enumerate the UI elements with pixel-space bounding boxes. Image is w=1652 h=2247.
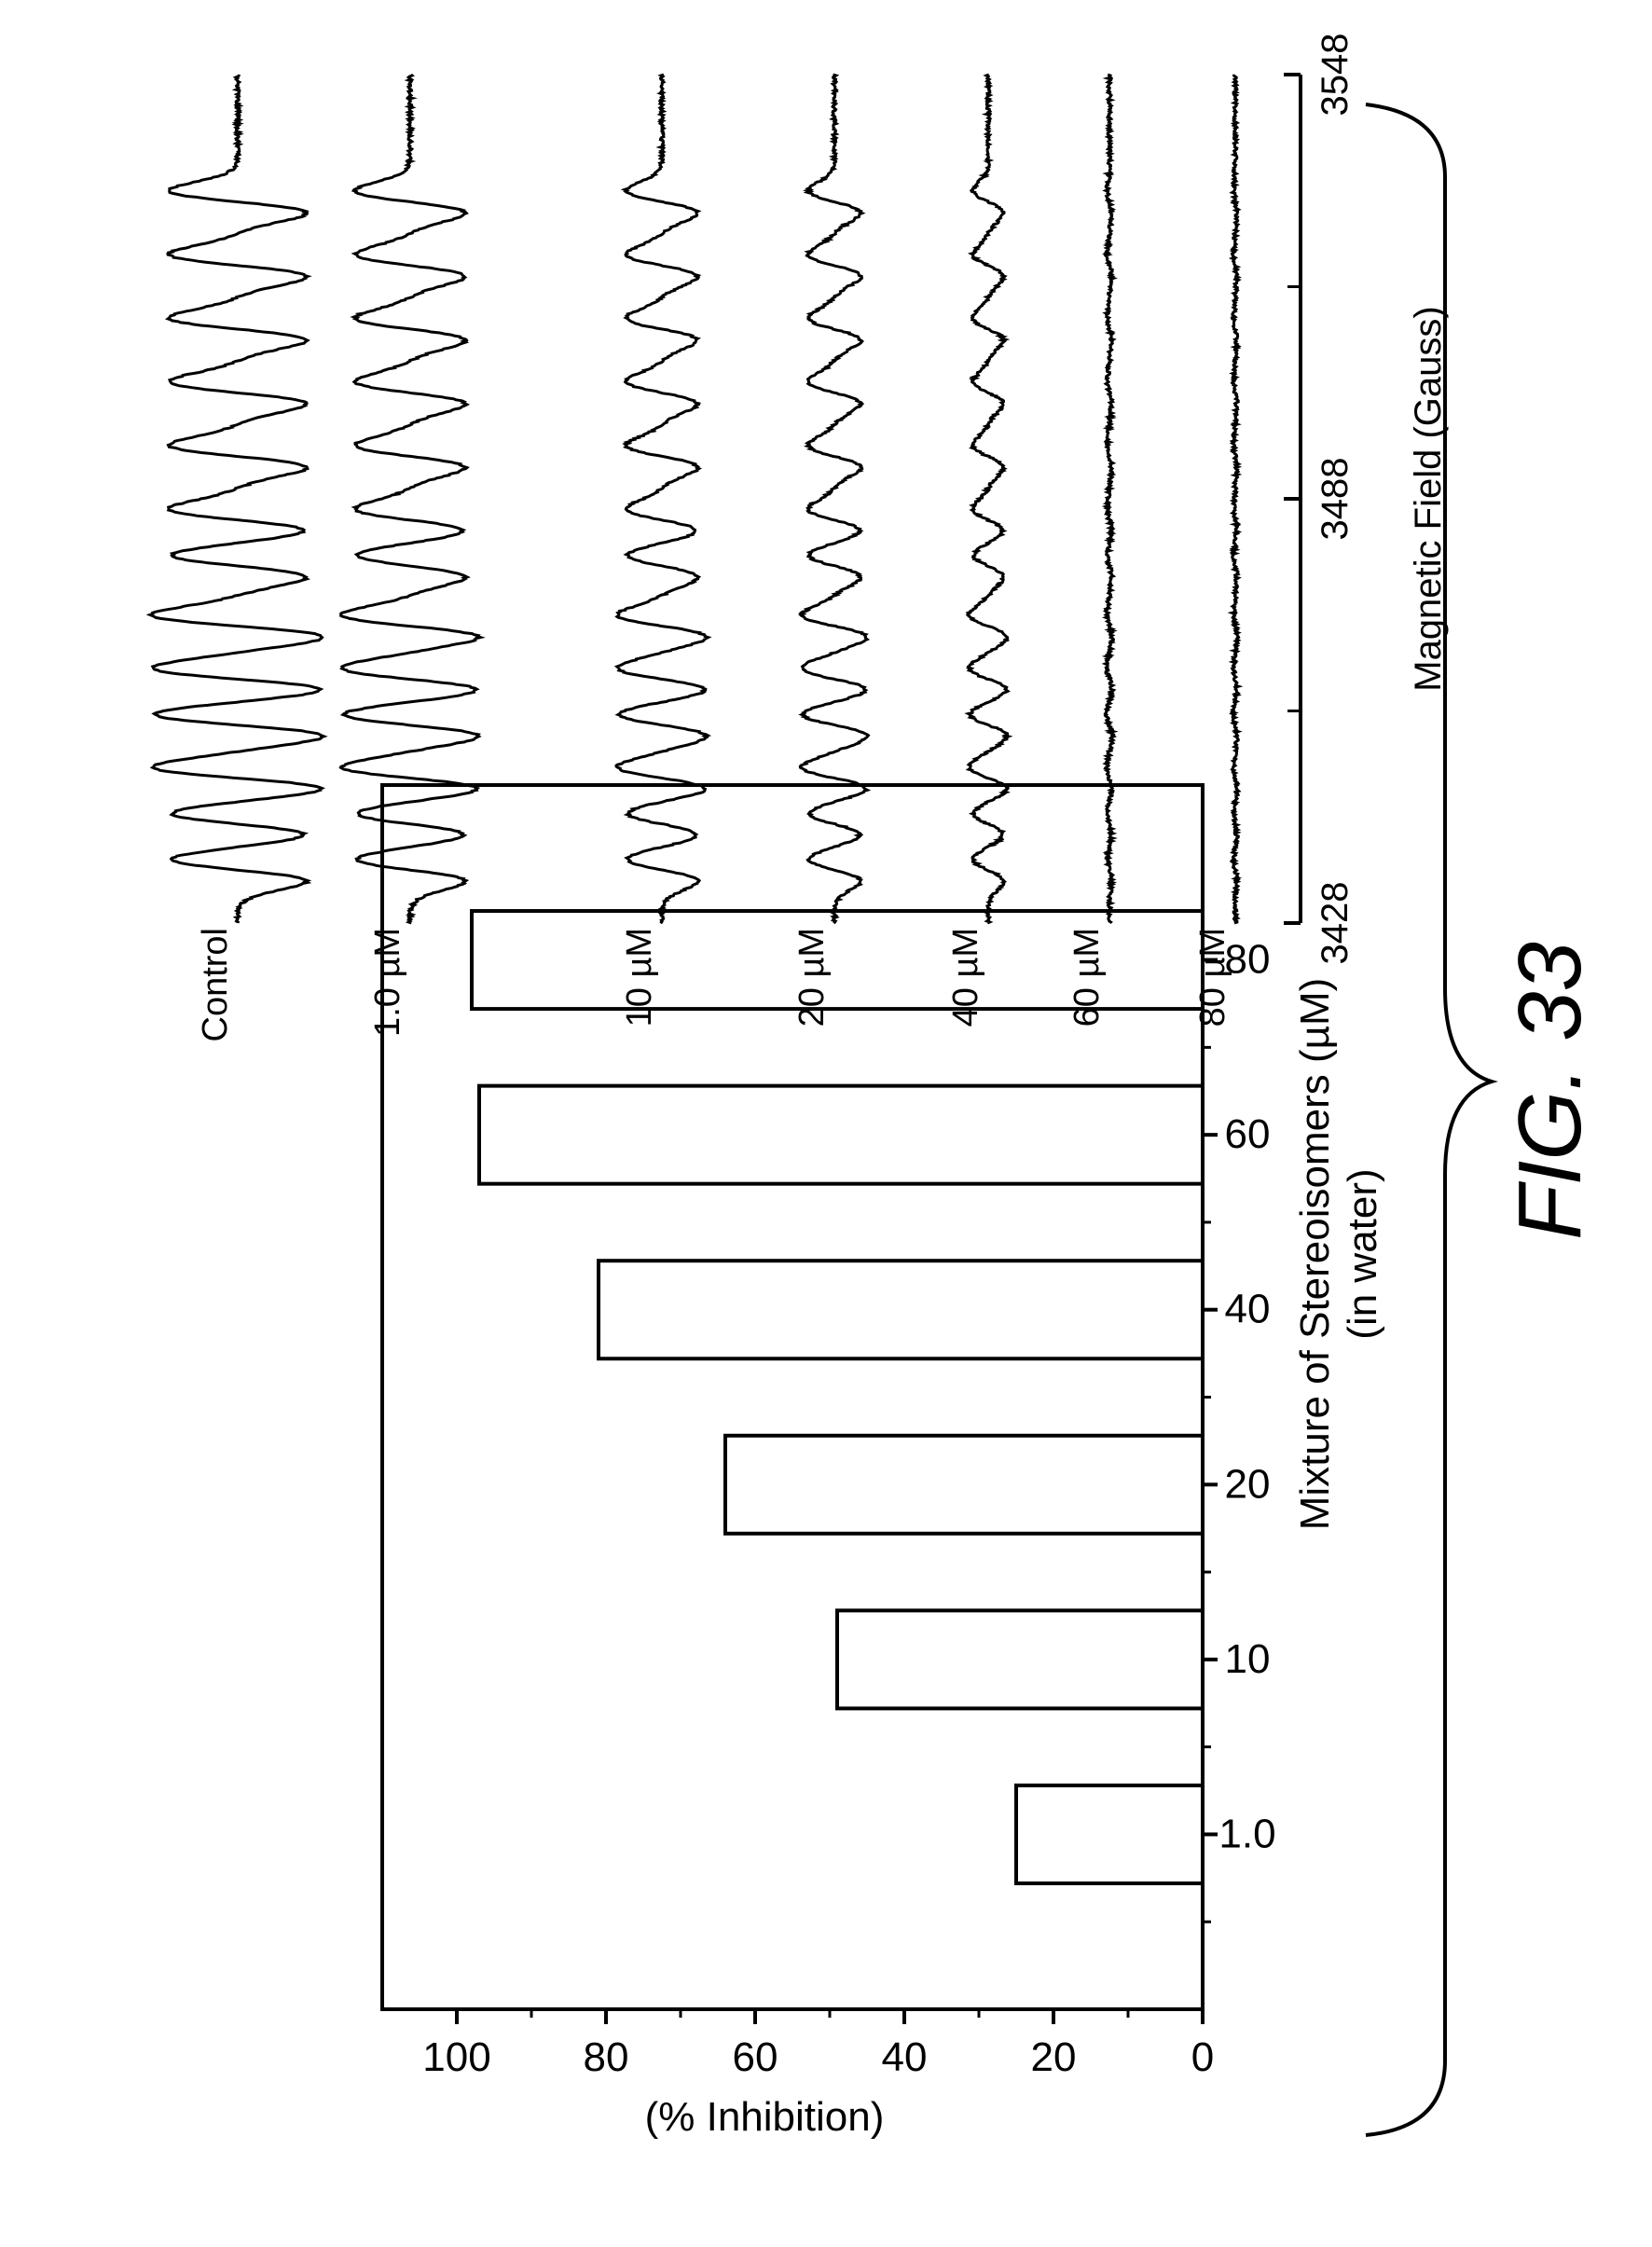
bar-chart-bars xyxy=(472,911,1203,1883)
bar xyxy=(725,1436,1203,1534)
y-tick-label: 100 xyxy=(422,2034,490,2080)
x-tick-labels: 1.01020406080 xyxy=(1218,937,1275,1857)
x-tick-label: 40 xyxy=(1225,1287,1271,1332)
epr-series-label: Control xyxy=(196,928,235,1042)
y-tick-label: 60 xyxy=(733,2034,778,2080)
bar xyxy=(837,1610,1203,1708)
epr-series-label: 10 µM xyxy=(620,928,659,1027)
y-tick-label: 20 xyxy=(1031,2034,1077,2080)
epr-series-label: 80 µM xyxy=(1193,928,1232,1027)
epr-series-label: 40 µM xyxy=(946,928,985,1027)
epr-trace xyxy=(1106,75,1114,923)
epr-tick-label: 3488 xyxy=(1315,458,1356,541)
x-tick-label: 10 xyxy=(1225,1636,1271,1682)
epr-tick-label: 3548 xyxy=(1315,34,1356,117)
bar-chart-xlabel: Mixture of Stereoisomers (µM) xyxy=(1292,978,1338,1531)
bar-chart-xlabel-line2: (in water) xyxy=(1340,1168,1385,1339)
epr-trace xyxy=(616,75,709,923)
epr-trace xyxy=(340,75,480,923)
bar-chart-ylabel: (% Inhibition) xyxy=(645,2094,885,2140)
y-tick-label: 40 xyxy=(882,2034,928,2080)
epr-series-label: 60 µM xyxy=(1067,928,1107,1027)
bar xyxy=(599,1261,1203,1358)
epr-traces xyxy=(150,75,1239,923)
epr-series-label: 1.0 µM xyxy=(368,928,407,1037)
epr-trace xyxy=(150,75,324,923)
epr-field-axis xyxy=(1284,75,1301,923)
x-tick-label: 20 xyxy=(1225,1461,1271,1507)
epr-tick-labels: 3428 3488 3548 xyxy=(1315,34,1356,965)
epr-series-label: 20 µM xyxy=(792,928,832,1027)
bar xyxy=(479,1086,1203,1184)
bar xyxy=(1016,1785,1203,1883)
y-tick-label: 80 xyxy=(584,2034,629,2080)
epr-xlabel: Magnetic Field (Gauss) xyxy=(1408,306,1449,691)
x-tick-label: 60 xyxy=(1225,1111,1271,1157)
epr-tick-label: 3428 xyxy=(1315,882,1356,965)
y-tick-labels: 0 20 40 60 80 100 xyxy=(422,2034,1214,2080)
epr-trace xyxy=(968,75,1009,923)
epr-trace xyxy=(800,75,868,923)
figure-label: FIG. 33 xyxy=(1500,942,1600,1240)
inhibition-bar-chart: 0 20 40 60 80 100 1.0 10 20 40 60 80 Mixture of St… xyxy=(382,785,1385,2140)
epr-spectra-chart: Control 1.0 µM 10 µM 20 µM 40 µM 60 µM 80 µM 3… xyxy=(150,34,1449,1042)
epr-trace xyxy=(1232,75,1239,923)
y-tick-label: 0 xyxy=(1191,2034,1214,2080)
x-tick-label: 1.0 xyxy=(1218,1811,1275,1856)
